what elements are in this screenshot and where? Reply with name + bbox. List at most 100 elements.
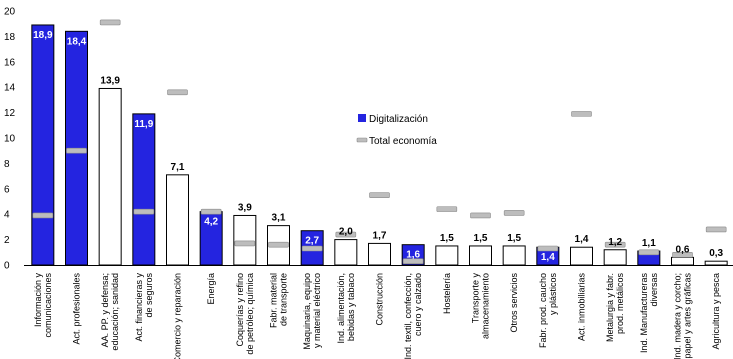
total-economia-marker <box>200 208 222 215</box>
bar <box>98 87 122 266</box>
total-economia-marker <box>66 147 87 154</box>
x-tick-label-line: Fabr. material <box>269 273 279 328</box>
x-tick-label-line: prod. metálicos <box>615 273 625 335</box>
total-economia-marker <box>335 231 357 238</box>
x-tick-label-line: educación; sanidad <box>110 273 120 351</box>
x-tick-label-line: Comercio y reparación <box>173 273 183 359</box>
bar-value-label: 1,4 <box>541 252 555 263</box>
x-tick-label-line: cuero y calzado <box>413 273 423 336</box>
bar-value-label: 1,5 <box>440 233 454 244</box>
x-tick-label-line: Ind. madera y corcho; <box>673 273 683 359</box>
x-tick-label-line: y plásticos <box>548 273 558 316</box>
bar-value-label: 18,4 <box>67 36 87 47</box>
bar <box>334 239 358 266</box>
bar-value-label: 11,9 <box>134 119 153 130</box>
x-tick-label: Ind. textil, confección, cuero y calzado <box>403 273 423 359</box>
bar-value-label: 7,1 <box>171 162 185 173</box>
x-tick-label-line: comunicaciones <box>43 273 53 338</box>
x-tick-label: Transporte y almacenamiento <box>471 273 491 340</box>
y-axis: 0 2 4 6 8 10 12 14 16 18 20 <box>4 7 16 272</box>
bar-value-label: 3,1 <box>272 213 286 224</box>
bar <box>233 214 257 266</box>
x-tick-label: Agricultura y pesca <box>711 273 721 350</box>
bar-value-label: 13,9 <box>100 75 120 86</box>
legend-swatch-total-economia <box>356 137 368 143</box>
total-economia-marker <box>167 89 188 96</box>
x-tick-label: Comercio y reparación <box>173 273 183 359</box>
x-axis-labels: Información y comunicaciones Act. profesio… <box>33 273 721 359</box>
bar-value-label: 2,0 <box>339 227 353 238</box>
x-tick-label: Act. inmobiliarias <box>577 273 587 342</box>
bar-series-digitalizacion <box>31 24 728 266</box>
bar <box>368 242 391 266</box>
x-tick-label-line: Construcción <box>375 273 385 326</box>
bar-value-label: 1,6 <box>406 250 420 261</box>
y-tick-label: 4 <box>4 210 10 221</box>
y-tick-label: 8 <box>4 159 10 170</box>
x-tick-label-line: de seguros <box>144 273 154 318</box>
bar-value-label: 1,4 <box>575 234 589 245</box>
x-tick-label-line: Ind. alimentación, <box>336 273 346 344</box>
x-tick-label: Fabr. prod. caucho y plásticos <box>538 273 558 349</box>
x-tick-label-line: Coquerías y refino <box>235 273 245 347</box>
legend-label-digitalizacion: Digitalización <box>369 114 428 125</box>
x-tick-label-line: Energía <box>206 273 216 305</box>
x-tick-label: Act. financieras y de seguros <box>134 273 154 342</box>
legend-label-total-economia: Total economía <box>369 136 437 147</box>
x-tick-label: Construcción <box>375 273 385 326</box>
total-economia-marker <box>436 206 458 212</box>
total-economia-marker <box>301 245 323 252</box>
x-tick-label: Hostelería <box>442 273 452 314</box>
x-tick-label: Ind. Manufactureras diversas <box>639 273 659 354</box>
x-tick-label-line: Agricultura y pesca <box>711 273 721 350</box>
bar-value-label: 0,6 <box>676 244 690 255</box>
x-tick-label-line: AA. PP. y defensa; <box>100 273 110 347</box>
total-economia-marker <box>99 19 121 26</box>
bar <box>166 174 189 266</box>
bar <box>603 249 627 266</box>
y-tick-label: 2 <box>4 235 10 246</box>
bar <box>671 256 694 266</box>
total-economia-marker <box>32 212 54 219</box>
x-tick-label-line: Otros servicios <box>509 273 519 333</box>
x-tick-label: Fabr. material de transporte <box>269 273 289 328</box>
bar-value-label: 1,5 <box>507 233 521 244</box>
x-tick-label: AA. PP. y defensa; educación; sanidad <box>100 273 120 351</box>
bar <box>502 245 526 266</box>
bar-value-label: 0,3 <box>709 248 723 259</box>
x-tick-label-line: Metalurgia y fabr. <box>605 273 615 342</box>
total-economia-marker <box>402 258 424 264</box>
bar-value-label: 1,7 <box>373 230 387 241</box>
x-tick-label-line: Ind. textil, confección, <box>403 273 413 359</box>
total-economia-marker <box>638 249 660 256</box>
bar-value-label: 4,2 <box>204 217 218 228</box>
x-tick-label: Información y comunicaciones <box>33 273 53 338</box>
total-economia-marker <box>268 241 289 248</box>
x-tick-label-line: bebidas y tabaco <box>346 273 356 341</box>
bar-value-label: 18,9 <box>33 30 53 41</box>
x-tick-label: Otros servicios <box>509 273 519 333</box>
x-tick-label-line: Transporte y <box>471 273 481 324</box>
legend-swatch-digitalizacion <box>358 114 366 122</box>
bar <box>469 245 492 266</box>
total-economia-marker <box>470 212 491 219</box>
bar <box>132 113 156 266</box>
y-tick-label: 16 <box>4 57 16 68</box>
x-tick-label-line: Fabr. prod. caucho <box>538 273 548 348</box>
legend: Digitalización Total economía <box>356 114 437 147</box>
y-tick-label: 12 <box>4 108 16 119</box>
bar-value-label: 1,5 <box>474 233 488 244</box>
total-economia-marker <box>571 111 592 117</box>
x-tick-label-line: Ind. Manufactureras <box>639 273 649 354</box>
total-economia-marker <box>672 252 693 258</box>
y-tick-label: 6 <box>4 184 10 195</box>
x-tick-label: Metalurgia y fabr. prod. metálicos <box>605 273 625 343</box>
x-tick-label-line: Act. profesionales <box>72 273 82 345</box>
bar-value-label: 2,7 <box>305 236 319 247</box>
x-tick-label-line: Act. financieras y <box>134 273 144 342</box>
total-economia-marker <box>234 240 256 247</box>
y-tick-label: 10 <box>4 134 16 145</box>
bar <box>570 246 593 266</box>
bar <box>435 245 459 266</box>
